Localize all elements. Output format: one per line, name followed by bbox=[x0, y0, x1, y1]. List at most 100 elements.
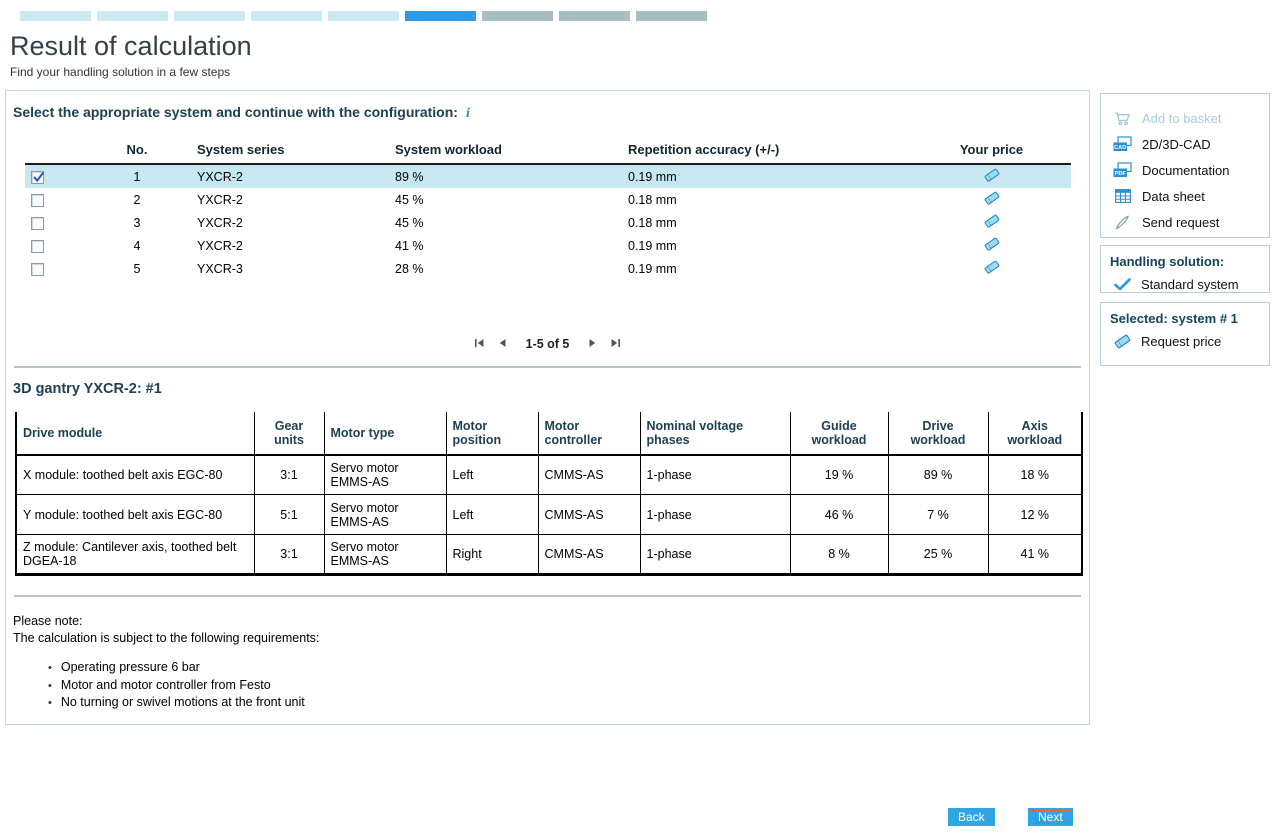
system-row-2[interactable]: 2YXCR-245 %0.18 mm bbox=[25, 188, 1071, 211]
request-price-item[interactable]: Request price bbox=[1113, 334, 1269, 349]
detail-table: Drive module Gear units Motor type Motor… bbox=[15, 412, 1083, 577]
action-documentation[interactable]: PDF Documentation bbox=[1113, 157, 1269, 183]
detail-cell: CMMS-AS bbox=[538, 455, 640, 495]
selected-system-panel: Selected: system # 1 Request price bbox=[1100, 302, 1270, 366]
actions-panel: Add to basket CAD 2D/3D-CAD PDF Documentatio… bbox=[1100, 93, 1270, 238]
detail-cell: 3:1 bbox=[254, 535, 324, 575]
datasheet-icon bbox=[1113, 189, 1132, 203]
price-tag-icon[interactable] bbox=[984, 240, 1000, 254]
detail-cell: Servo motor EMMS-AS bbox=[324, 495, 446, 535]
drive-module-row-2: Y module: toothed belt axis EGC-805:1Ser… bbox=[16, 495, 1082, 535]
system-no: 3 bbox=[81, 211, 193, 234]
results-panel: Select the appropriate system and contin… bbox=[5, 90, 1090, 725]
pdf-icon: PDF bbox=[1113, 162, 1132, 178]
detail-cell: CMMS-AS bbox=[538, 535, 640, 575]
column-system-series: System series bbox=[193, 139, 391, 164]
cad-icon: CAD bbox=[1113, 136, 1132, 152]
row-checkbox[interactable] bbox=[31, 194, 44, 207]
row-checkbox[interactable] bbox=[31, 240, 44, 253]
notes-heading: Please note: bbox=[13, 613, 1089, 630]
selected-system-heading: Selected: system # 1 bbox=[1110, 311, 1269, 326]
detail-table-header: Drive module Gear units Motor type Motor… bbox=[16, 412, 1082, 455]
pagination: 1-5 of 5 bbox=[6, 336, 1089, 351]
price-tag-icon[interactable] bbox=[984, 171, 1000, 185]
progress-step-2 bbox=[97, 11, 168, 21]
page-title: Result of calculation bbox=[10, 31, 252, 62]
system-row-4[interactable]: 4YXCR-241 %0.19 mm bbox=[25, 234, 1071, 257]
price-tag-icon[interactable] bbox=[984, 217, 1000, 231]
progress-step-3 bbox=[174, 11, 245, 21]
system-workload: 28 % bbox=[391, 257, 624, 280]
system-row-5[interactable]: 5YXCR-328 %0.19 mm bbox=[25, 257, 1071, 280]
row-checkbox[interactable] bbox=[31, 171, 44, 184]
action-send-request[interactable]: Send request bbox=[1113, 209, 1269, 235]
section-divider bbox=[14, 366, 1081, 368]
prev-page-button[interactable] bbox=[498, 337, 507, 351]
back-button[interactable]: Back bbox=[948, 808, 995, 826]
handling-solution-heading: Handling solution: bbox=[1110, 254, 1269, 269]
system-series: YXCR-2 bbox=[193, 211, 391, 234]
system-row-1[interactable]: 1YXCR-289 %0.19 mm bbox=[25, 164, 1071, 188]
detail-cell: 41 % bbox=[988, 535, 1082, 575]
column-motor-controller: Motor controller bbox=[538, 412, 640, 455]
svg-text:CAD: CAD bbox=[1114, 145, 1126, 151]
detail-cell: Z module: Cantilever axis, toothed belt … bbox=[16, 535, 254, 575]
column-axis-workload: Axis workload bbox=[988, 412, 1082, 455]
pagination-label: 1-5 of 5 bbox=[526, 337, 570, 351]
column-gear-units: Gear units bbox=[254, 412, 324, 455]
action-2d-3d-cad[interactable]: CAD 2D/3D-CAD bbox=[1113, 131, 1269, 157]
system-series: YXCR-2 bbox=[193, 188, 391, 211]
system-row-3[interactable]: 3YXCR-245 %0.18 mm bbox=[25, 211, 1071, 234]
note-bullet: Motor and motor controller from Festo bbox=[13, 677, 1089, 695]
action-label: 2D/3D-CAD bbox=[1142, 137, 1211, 152]
detail-cell: 1-phase bbox=[640, 455, 790, 495]
price-tag-icon[interactable] bbox=[984, 194, 1000, 208]
column-drive-workload: Drive workload bbox=[888, 412, 988, 455]
notes-divider bbox=[14, 595, 1081, 597]
progress-step-6-active bbox=[405, 11, 476, 21]
info-icon[interactable]: i bbox=[466, 106, 470, 122]
note-bullet: Operating pressure 6 bar bbox=[13, 659, 1089, 677]
row-checkbox[interactable] bbox=[31, 217, 44, 230]
page-subtitle: Find your handling solution in a few ste… bbox=[10, 65, 230, 79]
detail-cell: 89 % bbox=[888, 455, 988, 495]
system-no: 4 bbox=[81, 234, 193, 257]
detail-cell: 12 % bbox=[988, 495, 1082, 535]
handling-solution-label: Standard system bbox=[1141, 277, 1239, 292]
action-label: Documentation bbox=[1142, 163, 1229, 178]
system-workload: 45 % bbox=[391, 211, 624, 234]
column-motor-position: Motor position bbox=[446, 412, 538, 455]
action-label: Add to basket bbox=[1142, 111, 1222, 126]
first-page-button[interactable] bbox=[474, 337, 485, 351]
detail-cell: Left bbox=[446, 455, 538, 495]
systems-table: No. System series System workload Repeti… bbox=[25, 139, 1071, 280]
progress-step-4 bbox=[251, 11, 322, 21]
row-checkbox[interactable] bbox=[31, 263, 44, 276]
next-button[interactable]: Next bbox=[1028, 808, 1073, 826]
note-bullet: No turning or swivel motions at the fron… bbox=[13, 694, 1089, 712]
progress-step-7 bbox=[482, 11, 553, 21]
handling-solution-panel: Handling solution: Standard system bbox=[1100, 245, 1270, 293]
action-data-sheet[interactable]: Data sheet bbox=[1113, 183, 1269, 209]
detail-cell: 1-phase bbox=[640, 495, 790, 535]
handling-solution-item[interactable]: Standard system bbox=[1113, 277, 1269, 292]
detail-cell: CMMS-AS bbox=[538, 495, 640, 535]
progress-step-9 bbox=[636, 11, 707, 21]
svg-text:PDF: PDF bbox=[1115, 171, 1127, 177]
repetition-accuracy: 0.19 mm bbox=[624, 164, 912, 188]
price-tag-icon[interactable] bbox=[984, 263, 1000, 277]
notes-list: Operating pressure 6 barMotor and motor … bbox=[13, 659, 1089, 712]
drive-module-row-3: Z module: Cantilever axis, toothed belt … bbox=[16, 535, 1082, 575]
progress-step-8 bbox=[559, 11, 630, 21]
system-workload: 45 % bbox=[391, 188, 624, 211]
repetition-accuracy: 0.19 mm bbox=[624, 257, 912, 280]
detail-cell: 5:1 bbox=[254, 495, 324, 535]
next-page-button[interactable] bbox=[588, 337, 597, 351]
detail-cell: 18 % bbox=[988, 455, 1082, 495]
last-page-button[interactable] bbox=[610, 337, 621, 351]
system-no: 1 bbox=[81, 164, 193, 188]
detail-cell: Servo motor EMMS-AS bbox=[324, 535, 446, 575]
detail-cell: 3:1 bbox=[254, 455, 324, 495]
check-icon bbox=[1113, 278, 1132, 291]
detail-cell: 8 % bbox=[790, 535, 888, 575]
